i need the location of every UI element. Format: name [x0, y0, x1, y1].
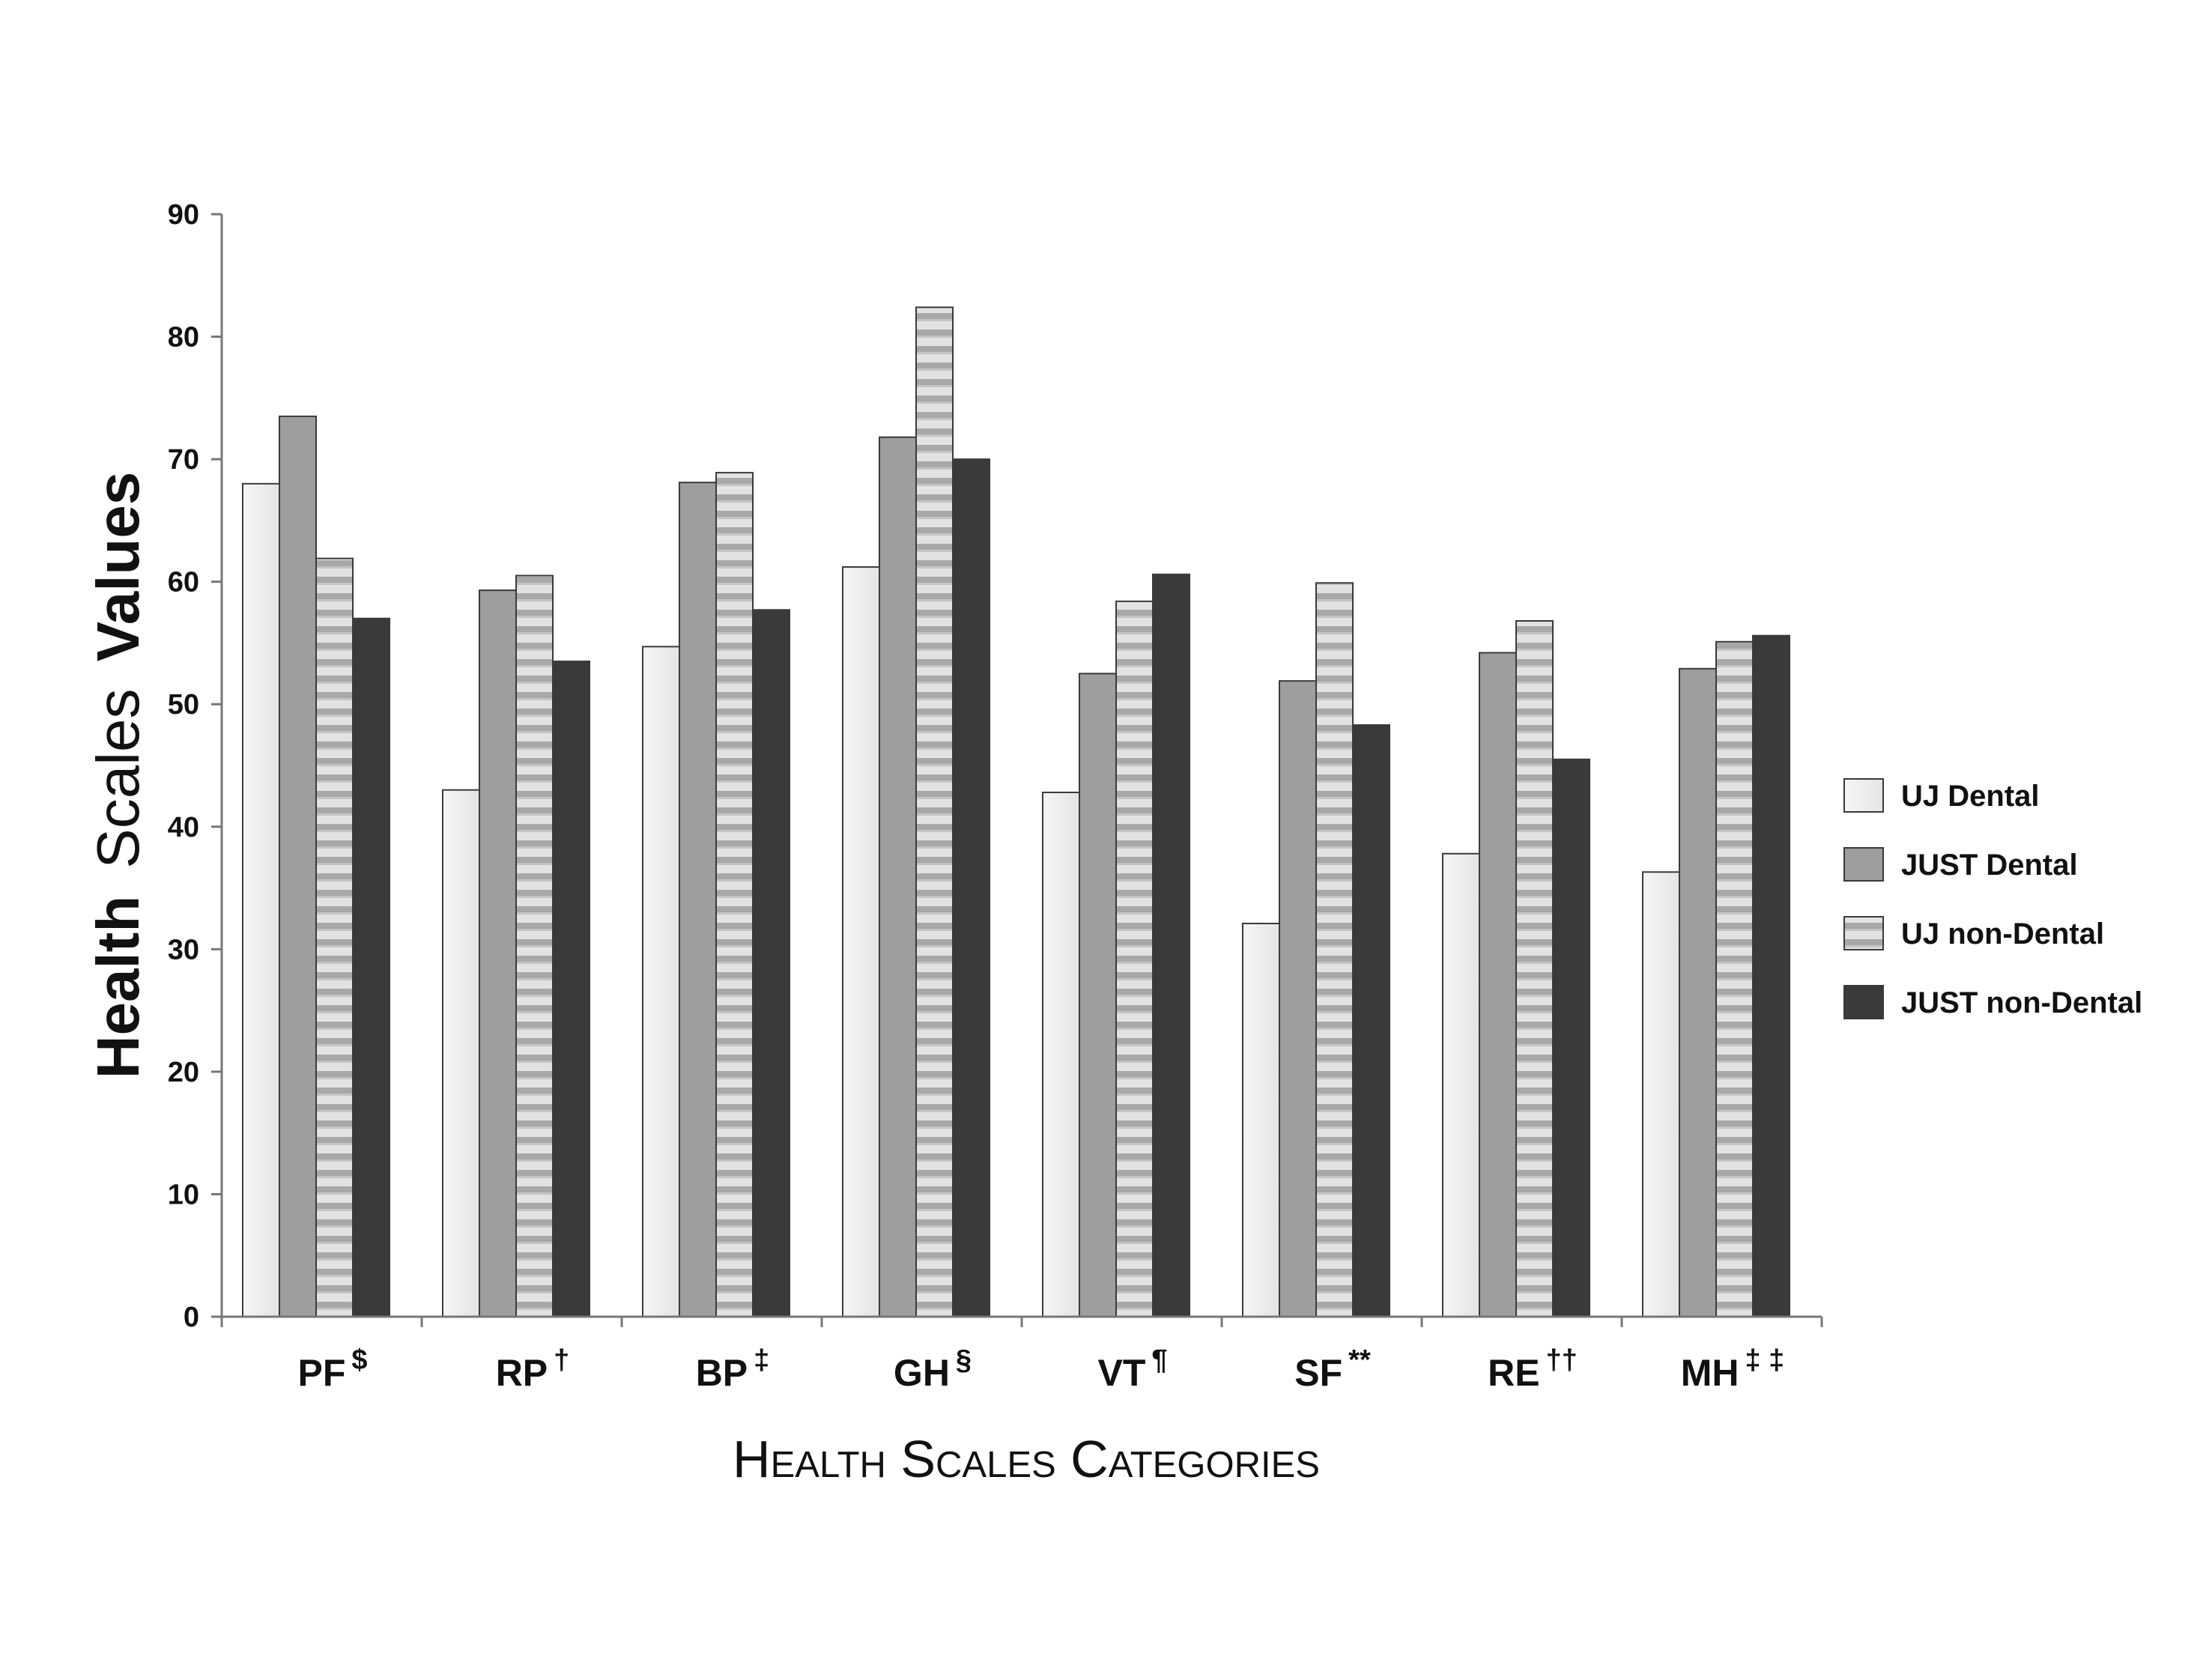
x-category-name: RE	[1488, 1352, 1539, 1394]
bar-just-non-dental	[352, 617, 390, 1317]
legend: UJ Dental JUST Dental UJ non-Dental JUST no…	[1843, 778, 2142, 1019]
x-category-name: BP	[696, 1352, 748, 1394]
y-tick-label: 10	[168, 1179, 199, 1210]
y-tick-label: 0	[184, 1302, 199, 1333]
y-axis: 0 10 20 30 40 50 60 70 80 90	[168, 199, 223, 1333]
x-category-superscript: §	[956, 1344, 972, 1376]
x-axis: PF $ RP † BP ‡ GH § VT ¶ SF ** RE †† MH ‡ ‡	[220, 1315, 1823, 1394]
bar-just-dental	[479, 589, 517, 1317]
x-category-label: VT ¶	[1097, 1344, 1167, 1394]
legend-swatch	[1843, 778, 1884, 813]
bar-uj-dental	[242, 482, 280, 1317]
x-category-label: MH ‡ ‡	[1681, 1344, 1785, 1394]
y-tick-label: 50	[168, 689, 199, 721]
y-axis-title-part-2: Scales	[85, 688, 151, 868]
x-category-label: SF **	[1294, 1344, 1371, 1394]
y-axis-title-part-3: Values	[85, 472, 151, 662]
bar-uj-non-dental	[315, 557, 354, 1317]
y-tick-label: 60	[168, 567, 199, 598]
bar-uj-dental	[842, 566, 880, 1317]
legend-label: UJ non-Dental	[1901, 918, 2104, 950]
y-axis-title: Health Scales Values	[85, 472, 151, 1079]
legend-label: JUST non-Dental	[1901, 986, 2142, 1019]
bar-just-dental	[279, 415, 317, 1317]
legend-swatch	[1843, 847, 1884, 882]
x-category-label: BP ‡	[696, 1344, 770, 1394]
x-category-label: GH §	[894, 1344, 972, 1394]
x-category-superscript: ††	[1546, 1344, 1578, 1376]
bar-just-dental	[1279, 680, 1317, 1317]
x-category-superscript: ‡	[754, 1344, 769, 1376]
y-tick-label: 30	[168, 934, 199, 965]
bar-just-non-dental	[1152, 573, 1190, 1317]
bar-just-dental	[1079, 673, 1117, 1317]
x-category-name: VT	[1097, 1352, 1145, 1394]
legend-label: UJ Dental	[1901, 780, 2040, 813]
bar-just-non-dental	[952, 458, 990, 1317]
x-category-superscript: $	[351, 1344, 367, 1376]
bar-uj-non-dental	[1115, 600, 1154, 1317]
y-tick-label: 70	[168, 444, 199, 476]
x-category-superscript: ‡ ‡	[1745, 1344, 1784, 1376]
bar-just-non-dental	[552, 660, 590, 1317]
bar-uj-non-dental	[1715, 640, 1754, 1317]
bar-uj-non-dental	[915, 306, 954, 1317]
x-category-name: GH	[894, 1352, 950, 1394]
x-category-label: RE ††	[1488, 1344, 1578, 1394]
bar-uj-dental	[1042, 791, 1080, 1317]
x-category-label: RP †	[496, 1344, 570, 1394]
bar-uj-dental	[1442, 852, 1480, 1317]
x-category-superscript: **	[1348, 1344, 1371, 1376]
bar-uj-non-dental	[1515, 620, 1554, 1317]
x-category-label: PF $	[297, 1344, 367, 1394]
bars	[242, 306, 1790, 1318]
bar-uj-dental	[1242, 922, 1280, 1317]
bar-uj-non-dental	[515, 574, 554, 1317]
bar-uj-non-dental	[1315, 582, 1354, 1317]
x-category-name: MH	[1681, 1352, 1739, 1394]
bar-just-dental	[679, 482, 717, 1317]
bar-just-non-dental	[752, 609, 790, 1317]
y-tick-label: 90	[168, 199, 199, 231]
bar-uj-dental	[1642, 871, 1680, 1317]
bar-uj-dental	[642, 646, 680, 1317]
y-tick-label: 20	[168, 1057, 199, 1088]
bar-uj-non-dental	[715, 472, 754, 1318]
y-tick-label: 40	[168, 812, 199, 843]
legend-swatch	[1843, 916, 1884, 950]
y-axis-title-part-1: Health	[85, 896, 151, 1079]
bar-just-dental	[1479, 652, 1517, 1317]
bar-just-non-dental	[1552, 758, 1590, 1317]
x-category-name: RP	[496, 1352, 548, 1394]
x-category-name: SF	[1294, 1352, 1342, 1394]
legend-swatch	[1843, 985, 1884, 1019]
bar-uj-dental	[442, 789, 480, 1317]
x-category-superscript: ¶	[1151, 1344, 1167, 1376]
bar-just-dental	[1679, 667, 1717, 1317]
x-category-name: PF	[297, 1352, 345, 1394]
bar-just-non-dental	[1752, 634, 1790, 1317]
x-category-superscript: †	[554, 1344, 569, 1376]
x-axis-title: Health Scales Categories	[733, 1430, 1320, 1488]
bar-just-dental	[879, 436, 917, 1317]
bar-just-non-dental	[1352, 724, 1390, 1317]
legend-label: JUST Dental	[1901, 849, 2078, 882]
y-tick-label: 80	[168, 322, 199, 354]
